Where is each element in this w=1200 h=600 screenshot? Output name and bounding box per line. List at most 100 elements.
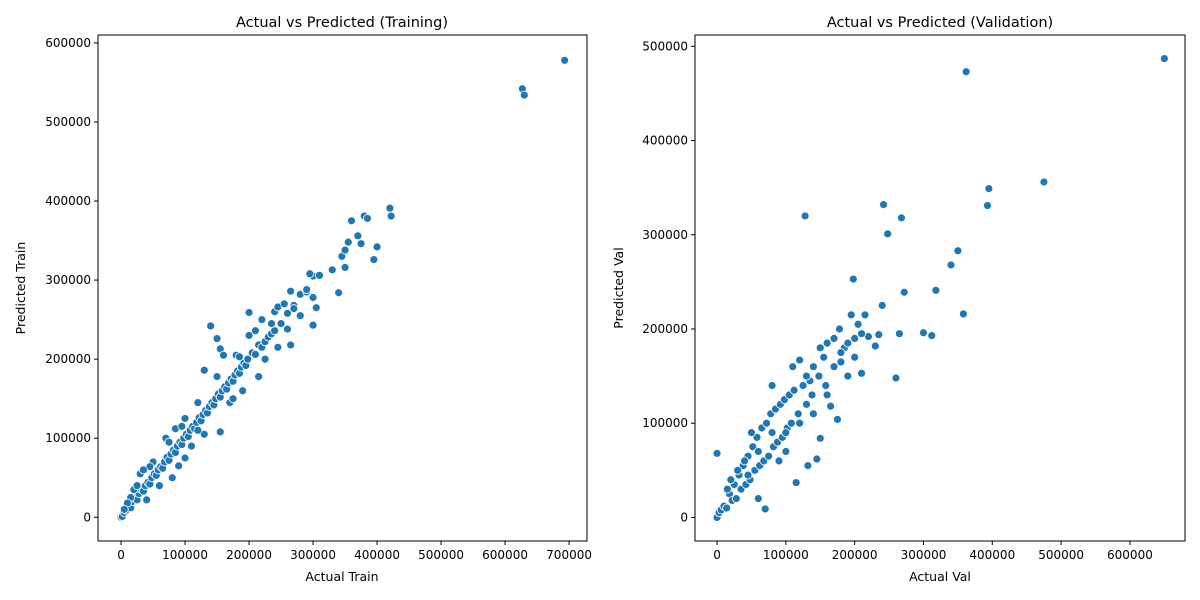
data-point bbox=[753, 447, 763, 456]
data-point bbox=[795, 418, 805, 428]
data-point bbox=[829, 362, 839, 372]
y-tick-label: 500000 bbox=[642, 39, 688, 53]
y-tick-label: 100000 bbox=[642, 416, 688, 430]
x-tick-label: 300000 bbox=[901, 548, 947, 562]
data-point bbox=[891, 373, 901, 383]
data-point bbox=[295, 311, 305, 321]
x-tick-label: 500000 bbox=[418, 548, 464, 562]
data-point bbox=[826, 401, 835, 411]
data-point bbox=[206, 321, 216, 331]
data-point bbox=[822, 390, 832, 400]
data-point bbox=[286, 340, 296, 350]
data-point bbox=[984, 184, 994, 193]
data-point bbox=[781, 428, 791, 438]
data-point bbox=[894, 329, 904, 339]
data-point bbox=[857, 368, 866, 378]
data-point bbox=[1159, 54, 1169, 63]
data-point bbox=[821, 381, 831, 390]
data-point bbox=[743, 470, 753, 480]
x-tick-label: 600000 bbox=[482, 548, 528, 562]
data-point bbox=[762, 418, 771, 428]
data-point bbox=[722, 503, 732, 513]
data-point bbox=[167, 473, 177, 483]
chart-title: Actual vs Predicted (Validation) bbox=[827, 15, 1053, 31]
data-point bbox=[164, 437, 174, 447]
data-point bbox=[764, 451, 774, 461]
data-point bbox=[340, 263, 350, 272]
data-point bbox=[279, 299, 289, 309]
y-axis-label: Predicted Train bbox=[13, 242, 28, 335]
data-point bbox=[244, 308, 254, 317]
data-point bbox=[119, 504, 129, 514]
data-point bbox=[340, 245, 350, 255]
data-point bbox=[369, 255, 379, 264]
plot-frame bbox=[97, 34, 588, 542]
data-point bbox=[786, 418, 796, 428]
data-point bbox=[385, 203, 395, 213]
data-point bbox=[273, 342, 283, 352]
data-point bbox=[187, 441, 196, 451]
data-point bbox=[519, 90, 529, 100]
data-point bbox=[353, 231, 363, 241]
data-point bbox=[199, 365, 209, 375]
data-point bbox=[180, 414, 190, 423]
y-tick-label: 600000 bbox=[45, 36, 91, 50]
x-tick-label: 200000 bbox=[832, 548, 878, 562]
data-point bbox=[795, 355, 805, 365]
data-point bbox=[870, 341, 880, 351]
points-layer bbox=[116, 55, 569, 522]
data-point bbox=[386, 211, 396, 221]
data-point bbox=[807, 390, 817, 400]
data-point bbox=[752, 432, 762, 442]
y-axis-label: Predicted Val bbox=[611, 247, 626, 328]
data-point bbox=[270, 326, 280, 336]
data-point bbox=[879, 200, 888, 210]
data-point bbox=[356, 239, 366, 249]
data-point bbox=[212, 372, 222, 381]
data-point bbox=[733, 465, 743, 475]
data-point bbox=[254, 372, 264, 381]
data-point bbox=[774, 456, 784, 466]
data-point bbox=[836, 357, 846, 367]
x-tick-label: 300000 bbox=[290, 548, 336, 562]
data-point bbox=[953, 246, 963, 256]
data-point bbox=[174, 461, 184, 471]
data-point bbox=[860, 310, 870, 320]
data-point bbox=[193, 398, 203, 408]
data-point bbox=[302, 285, 312, 294]
data-point bbox=[193, 425, 203, 435]
data-point bbox=[808, 409, 818, 419]
data-point bbox=[802, 371, 811, 381]
data-point bbox=[244, 331, 254, 340]
data-point bbox=[199, 429, 209, 439]
data-point bbox=[874, 330, 884, 340]
data-point bbox=[212, 334, 222, 344]
data-point bbox=[283, 324, 292, 334]
data-point bbox=[347, 216, 356, 226]
data-point bbox=[238, 386, 248, 396]
y-tick-label: 100000 bbox=[45, 431, 91, 445]
data-point bbox=[722, 484, 732, 494]
data-point bbox=[843, 338, 853, 348]
y-tick-label: 400000 bbox=[642, 134, 688, 148]
data-point bbox=[305, 269, 315, 279]
data-point bbox=[289, 304, 299, 313]
data-point bbox=[789, 385, 799, 395]
data-point bbox=[843, 371, 853, 381]
data-point bbox=[798, 381, 808, 390]
x-tick-label: 100000 bbox=[162, 548, 208, 562]
data-point bbox=[819, 352, 829, 362]
data-point bbox=[215, 427, 225, 437]
data-point bbox=[219, 350, 228, 360]
x-tick-label: 200000 bbox=[226, 548, 272, 562]
data-point bbox=[767, 428, 777, 438]
data-point bbox=[760, 504, 770, 514]
data-point bbox=[327, 265, 337, 275]
data-point bbox=[781, 447, 791, 456]
data-point bbox=[142, 495, 152, 505]
data-point bbox=[793, 409, 803, 419]
points-layer bbox=[712, 54, 1169, 522]
data-point bbox=[363, 214, 372, 223]
x-tick-label: 100000 bbox=[763, 548, 809, 562]
data-point bbox=[308, 293, 318, 302]
